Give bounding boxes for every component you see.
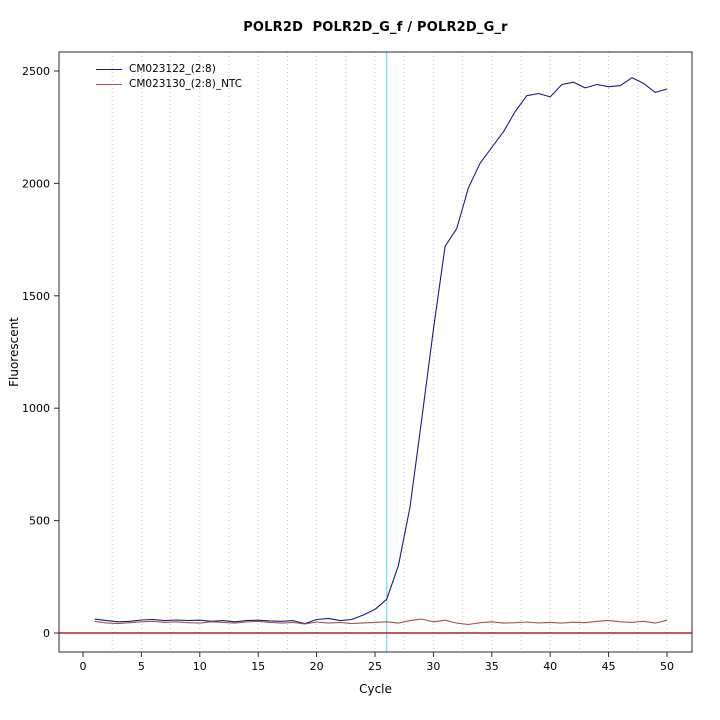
legend-line-swatch-sample (96, 68, 122, 70)
svg-text:20: 20 (310, 660, 324, 673)
svg-text:0: 0 (43, 627, 50, 640)
legend: CM023122_(2:8) CM023130_(2:8)_NTC (96, 63, 242, 90)
svg-text:25: 25 (368, 660, 382, 673)
legend-item-sample: CM023122_(2:8) (96, 63, 242, 75)
svg-text:2000: 2000 (22, 177, 50, 190)
svg-text:5: 5 (138, 660, 145, 673)
svg-text:0: 0 (80, 660, 87, 673)
svg-text:50: 50 (660, 660, 674, 673)
svg-text:30: 30 (426, 660, 440, 673)
svg-text:15: 15 (251, 660, 265, 673)
svg-text:35: 35 (485, 660, 499, 673)
svg-text:1000: 1000 (22, 402, 50, 415)
svg-text:40: 40 (543, 660, 557, 673)
svg-text:1500: 1500 (22, 290, 50, 303)
svg-text:2500: 2500 (22, 65, 50, 78)
svg-text:10: 10 (193, 660, 207, 673)
svg-text:500: 500 (29, 515, 50, 528)
y-axis-label: Fluorescent (7, 317, 21, 387)
chart-title: POLR2D POLR2D_G_f / POLR2D_G_r (243, 20, 508, 35)
legend-label-sample: CM023122_(2:8) (129, 63, 216, 75)
x-axis-label: Cycle (359, 682, 392, 696)
legend-label-ntc: CM023130_(2:8)_NTC (129, 78, 243, 90)
legend-item-ntc: CM023130_(2:8)_NTC (96, 78, 242, 90)
svg-text:45: 45 (602, 660, 616, 673)
legend-line-swatch-ntc (96, 83, 122, 85)
